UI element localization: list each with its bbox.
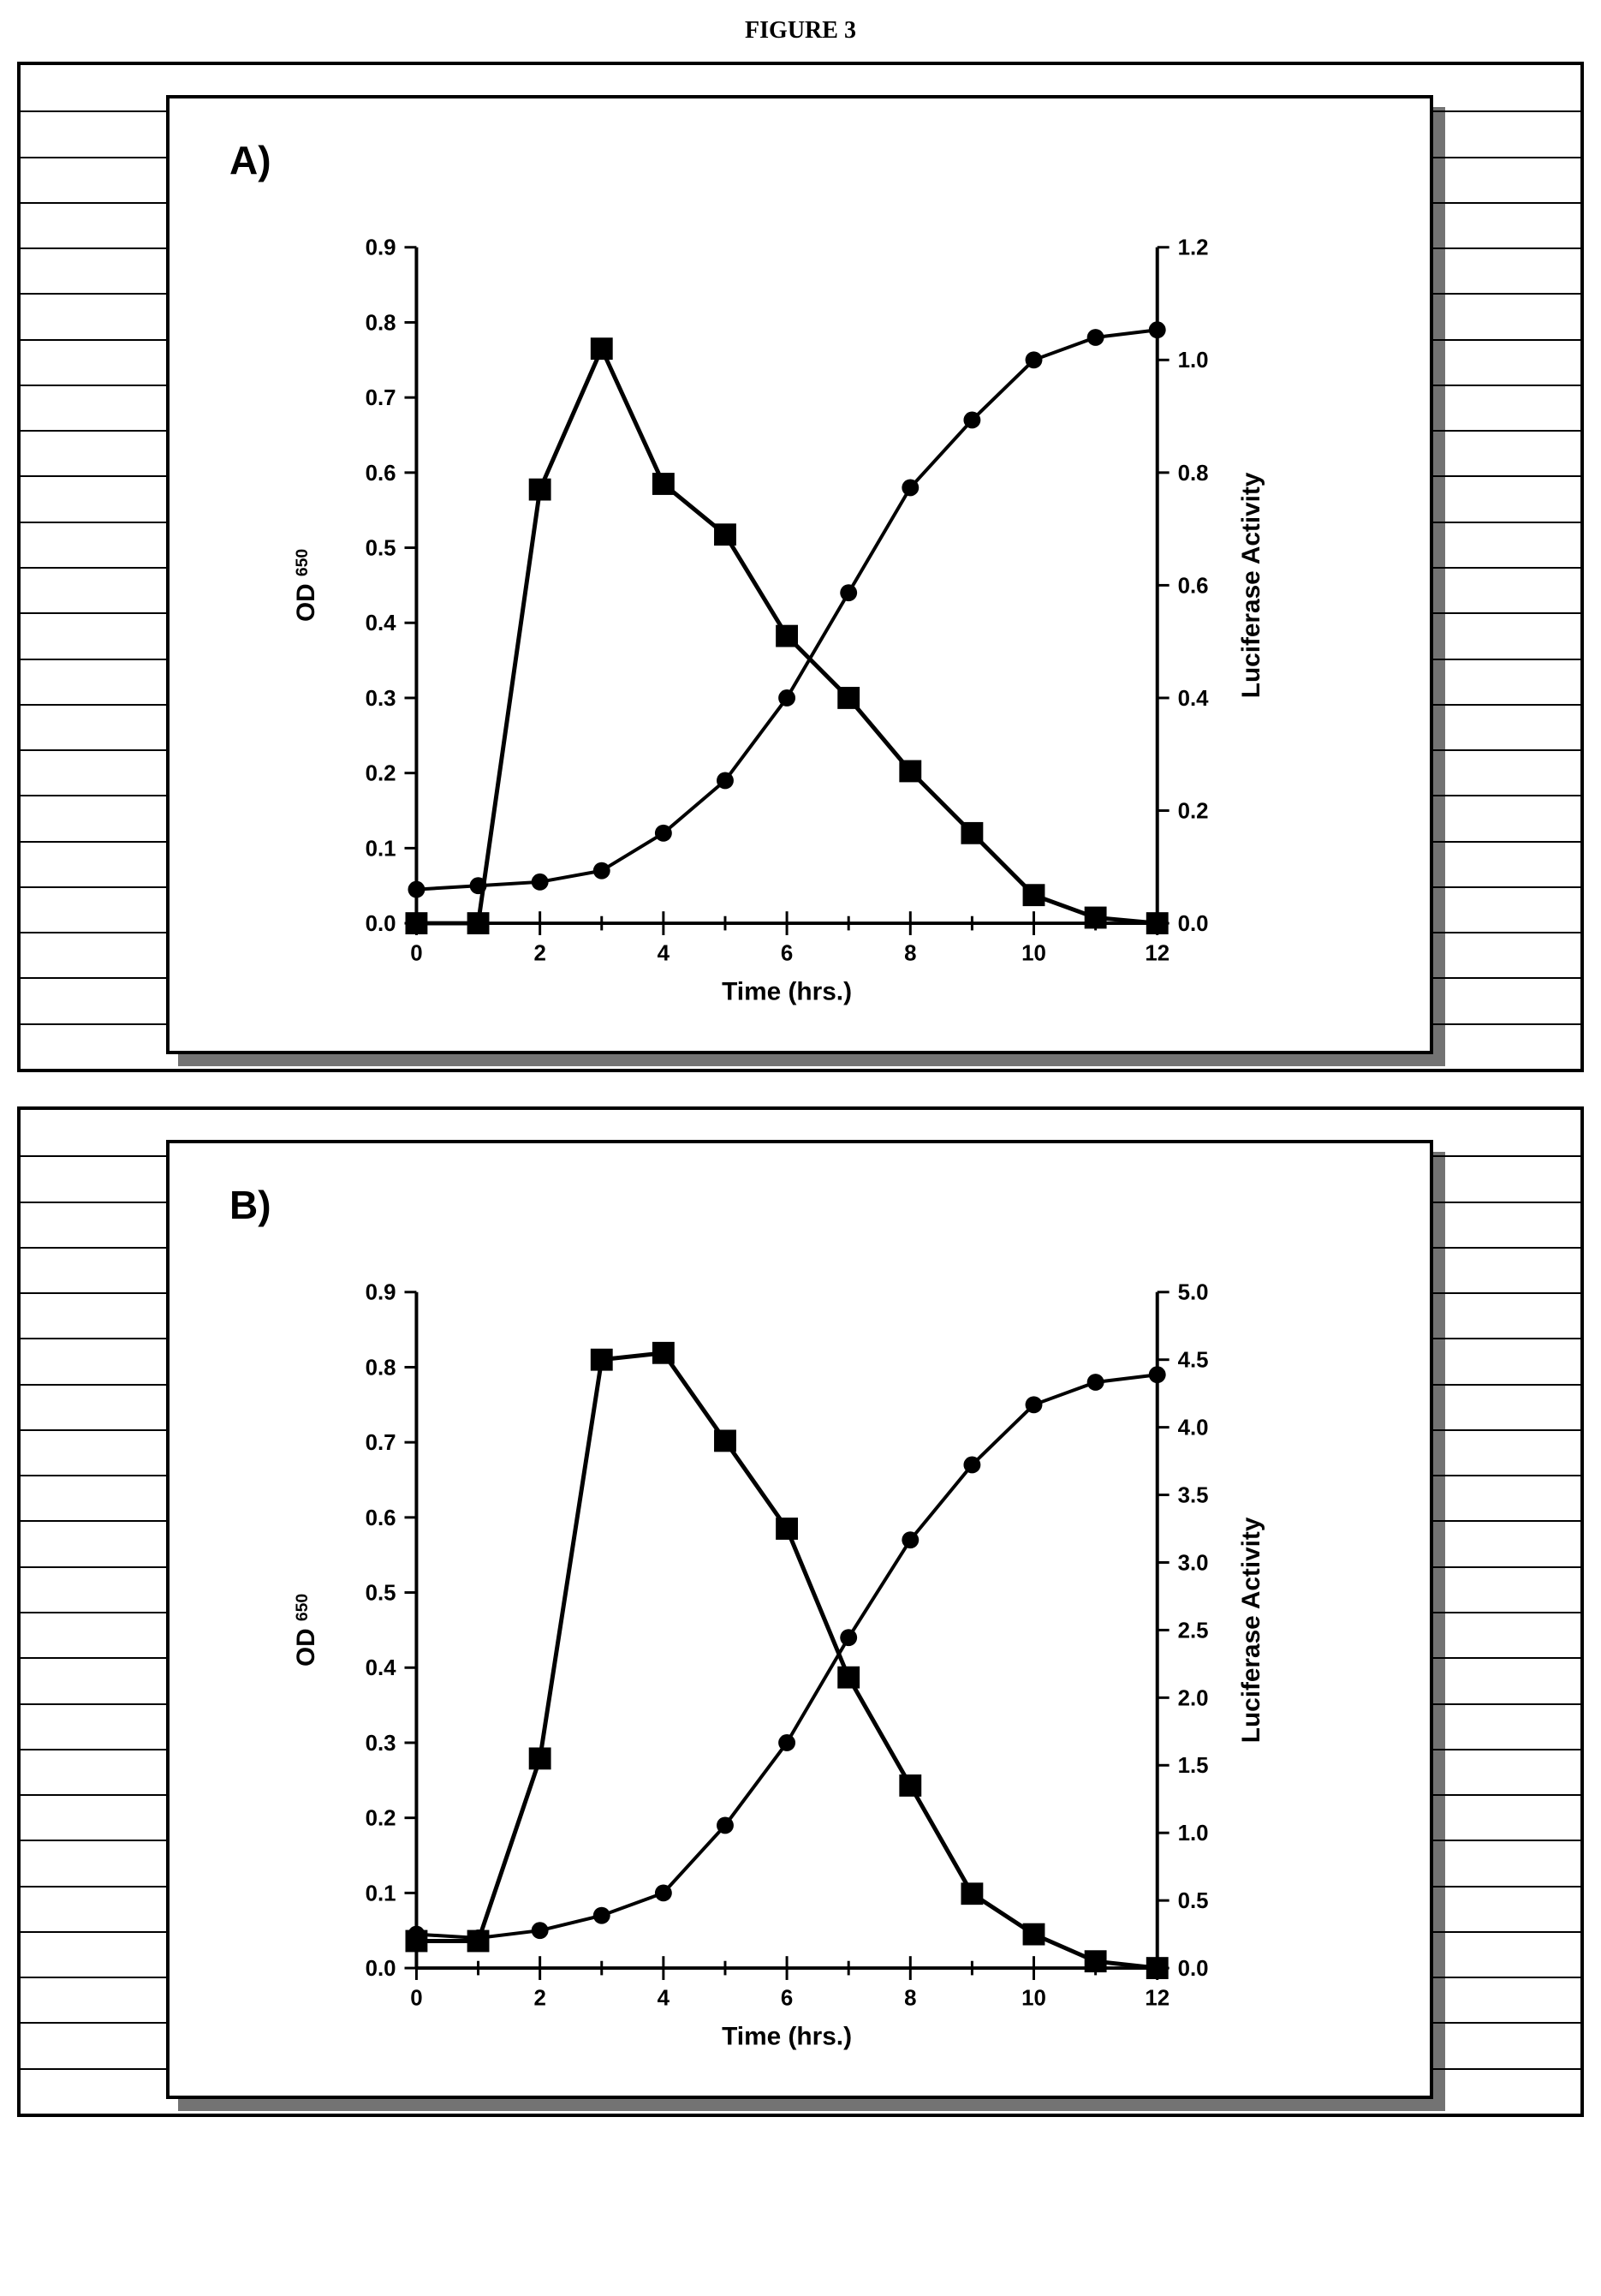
svg-text:0.0: 0.0: [366, 912, 396, 936]
svg-text:1.0: 1.0: [1178, 349, 1209, 373]
svg-text:0.0: 0.0: [1178, 1957, 1209, 1981]
svg-text:0.5: 0.5: [366, 537, 396, 561]
svg-text:12: 12: [1145, 1987, 1170, 2011]
figure-title: FIGURE 3: [17, 17, 1584, 45]
svg-text:2.5: 2.5: [1178, 1619, 1209, 1643]
svg-text:1.5: 1.5: [1178, 1754, 1209, 1778]
svg-text:0: 0: [410, 1987, 422, 2011]
svg-text:10: 10: [1021, 942, 1046, 966]
svg-text:0.7: 0.7: [366, 386, 396, 410]
svg-text:Time (hrs.): Time (hrs.): [722, 2022, 852, 2050]
svg-text:2.0: 2.0: [1178, 1686, 1209, 1710]
svg-text:OD 650: OD 650: [292, 549, 320, 622]
svg-text:8: 8: [904, 1987, 916, 2011]
svg-text:1.0: 1.0: [1178, 1822, 1209, 1846]
plot-svg-b: 0 2 4 6 8 10 12 Time (hrs.) 0.0 0.1 0.2 0.3 0.4 0.5 0.…: [170, 1143, 1430, 2096]
svg-text:Luciferase Activity: Luciferase Activity: [1237, 1517, 1265, 1743]
svg-text:0.0: 0.0: [366, 1957, 396, 1981]
svg-text:0.5: 0.5: [366, 1582, 396, 1606]
svg-text:0.8: 0.8: [366, 1356, 396, 1380]
svg-text:0.4: 0.4: [366, 1656, 397, 1680]
svg-text:1.2: 1.2: [1178, 236, 1209, 260]
svg-text:0.8: 0.8: [366, 311, 396, 335]
svg-text:4: 4: [658, 1987, 670, 2011]
svg-text:0.2: 0.2: [366, 1807, 396, 1831]
svg-text:3.5: 3.5: [1178, 1484, 1209, 1508]
svg-text:OD 650: OD 650: [292, 1594, 320, 1667]
svg-text:12: 12: [1145, 942, 1170, 966]
svg-text:4.0: 4.0: [1178, 1416, 1209, 1440]
svg-text:0.6: 0.6: [1178, 574, 1209, 598]
svg-text:Time (hrs.): Time (hrs.): [722, 977, 852, 1005]
svg-text:0.0: 0.0: [1178, 912, 1209, 936]
panel-outer-b: B) 024681012Time (hrs.)0.00.10.20.30.40.…: [17, 1106, 1584, 2117]
svg-text:0.9: 0.9: [366, 1281, 396, 1305]
svg-text:Luciferase Activity: Luciferase Activity: [1237, 472, 1265, 698]
svg-text:4.5: 4.5: [1178, 1349, 1209, 1373]
chart-card-b: B) 024681012Time (hrs.)0.00.10.20.30.40.…: [166, 1140, 1433, 2099]
svg-text:0.5: 0.5: [1178, 1889, 1209, 1913]
svg-text:0.2: 0.2: [1178, 799, 1209, 823]
svg-text:0.8: 0.8: [1178, 462, 1209, 486]
svg-text:8: 8: [904, 942, 916, 966]
chart-card-a: A) 024681012Time (hrs.)0.00.10.20.30.40.…: [166, 95, 1433, 1054]
svg-text:4: 4: [658, 942, 670, 966]
svg-text:0.6: 0.6: [366, 1506, 396, 1530]
svg-text:0.1: 0.1: [366, 1882, 396, 1905]
svg-text:2: 2: [533, 1987, 545, 2011]
panel-outer-a: A) 024681012Time (hrs.)0.00.10.20.30.40.…: [17, 62, 1584, 1072]
svg-text:0.3: 0.3: [366, 687, 396, 711]
svg-text:6: 6: [781, 1987, 793, 2011]
svg-text:2: 2: [533, 942, 545, 966]
svg-text:0: 0: [410, 942, 422, 966]
plot-svg-a: 0 2 4 6 8 10 12 Time (hrs.) 0.0 0.1 0.2 0.3 0.4 0.5 0.…: [170, 98, 1430, 1051]
svg-text:0.6: 0.6: [366, 462, 396, 486]
svg-text:0.1: 0.1: [366, 837, 396, 861]
svg-text:0.3: 0.3: [366, 1732, 396, 1756]
svg-text:6: 6: [781, 942, 793, 966]
svg-text:0.4: 0.4: [366, 611, 397, 635]
svg-text:0.2: 0.2: [366, 762, 396, 786]
svg-text:5.0: 5.0: [1178, 1281, 1209, 1305]
svg-text:3.0: 3.0: [1178, 1551, 1209, 1575]
svg-text:0.9: 0.9: [366, 236, 396, 260]
svg-text:0.4: 0.4: [1178, 687, 1210, 711]
svg-text:0.7: 0.7: [366, 1431, 396, 1455]
svg-text:10: 10: [1021, 1987, 1046, 2011]
